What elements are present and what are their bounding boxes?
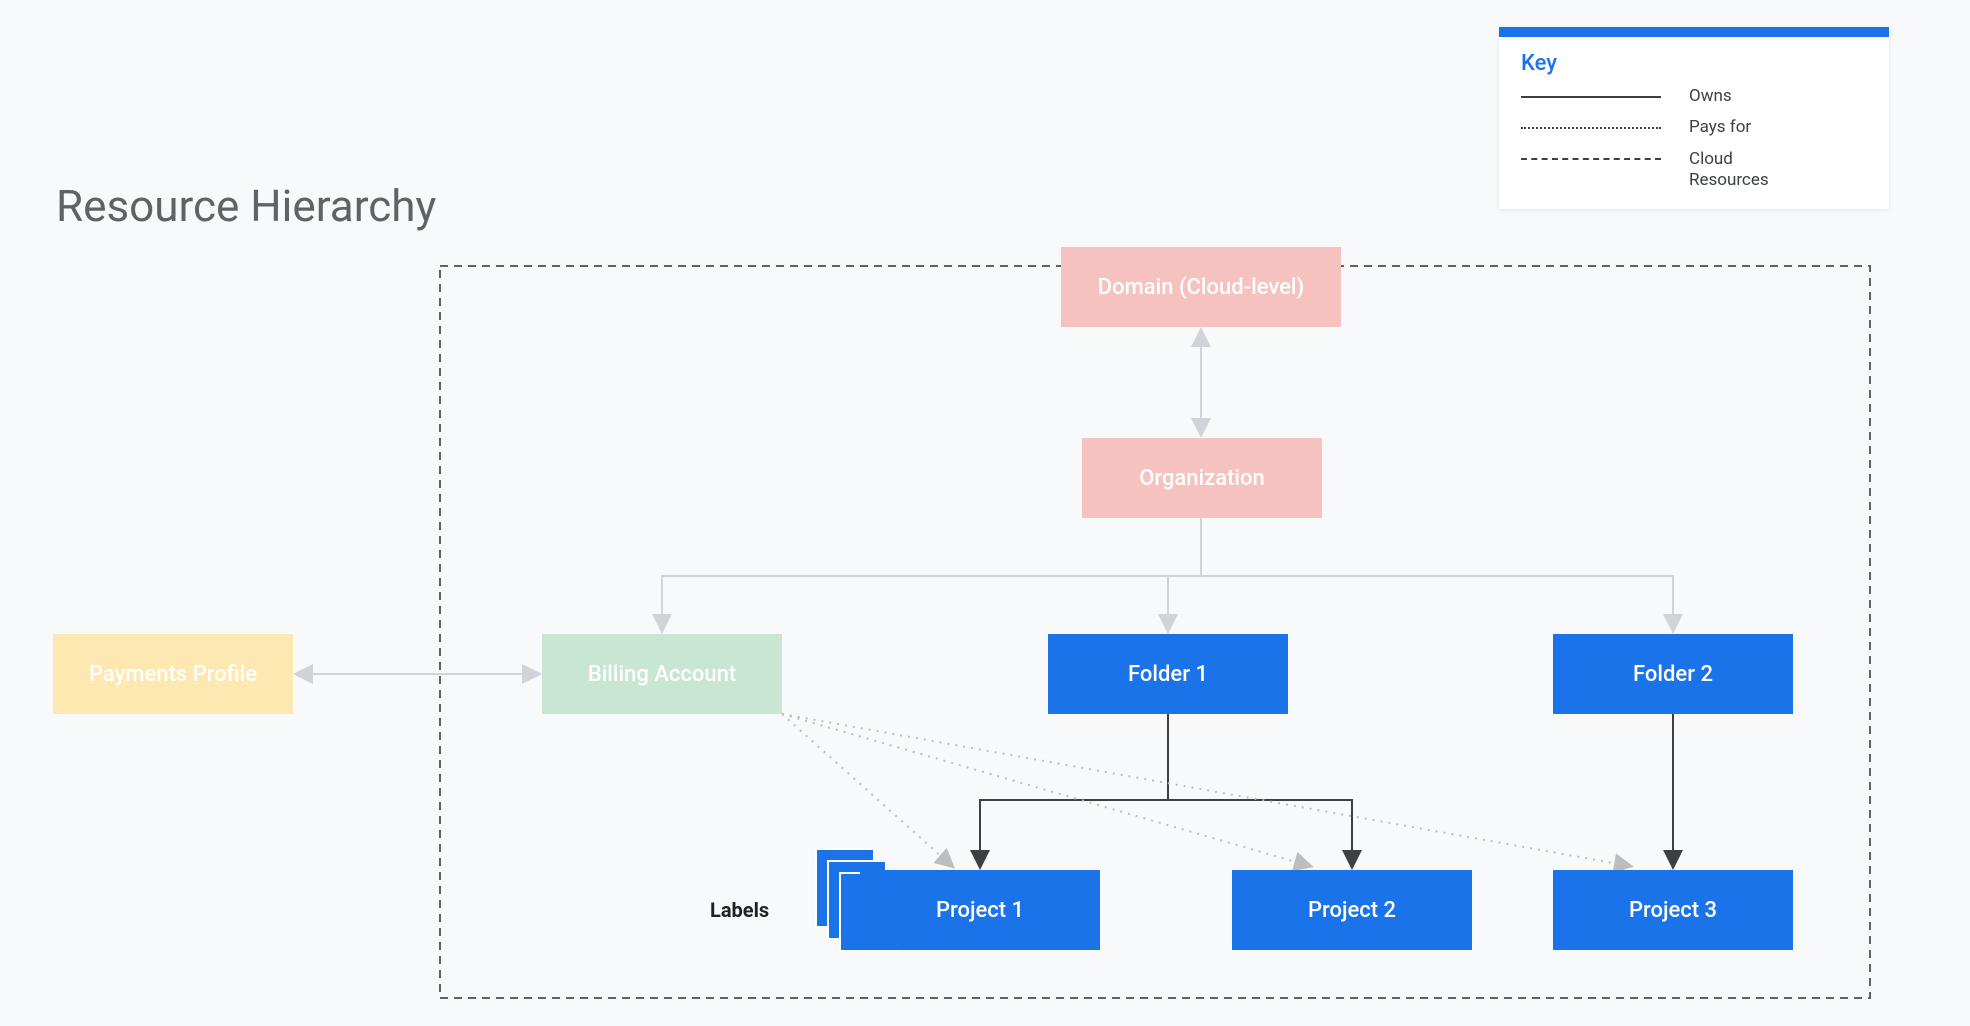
legend-line-dashed — [1521, 158, 1661, 160]
edge-org-folder1 — [1168, 518, 1201, 630]
edge-billing-project1 — [782, 714, 952, 866]
node-folder-2: Folder 2 — [1553, 634, 1793, 714]
node-project-2: Project 2 — [1232, 870, 1472, 950]
node-folder-1: Folder 1 — [1048, 634, 1288, 714]
legend-line-solid — [1521, 96, 1661, 98]
page-title: Resource Hierarchy — [56, 180, 436, 232]
node-domain: Domain (Cloud-level) — [1061, 247, 1341, 327]
legend-row-paysfor: Pays for — [1521, 117, 1867, 138]
node-payments-profile: Payments Profile — [53, 634, 293, 714]
legend-title: Key — [1521, 51, 1867, 76]
edge-org-billing — [662, 518, 1201, 630]
legend-row-cloud: Cloud Resources — [1521, 149, 1867, 192]
legend-line-dotted — [1521, 127, 1661, 129]
edge-org-folder2 — [1201, 518, 1673, 630]
legend-row-owns: Owns — [1521, 86, 1867, 107]
edge-folder1-project1 — [980, 714, 1168, 866]
edge-billing-project3 — [782, 714, 1630, 866]
edge-folder1-project2 — [1168, 714, 1352, 866]
node-project-1: Project 1 — [860, 870, 1100, 950]
labels-annotation: Labels — [710, 898, 769, 922]
legend-accent-bar — [1499, 27, 1889, 37]
node-billing-account: Billing Account — [542, 634, 782, 714]
node-organization: Organization — [1082, 438, 1322, 518]
legend-label-cloud: Cloud Resources — [1689, 149, 1769, 192]
edge-billing-project2 — [782, 714, 1310, 866]
legend-label-owns: Owns — [1689, 86, 1732, 107]
legend-label-paysfor: Pays for — [1689, 117, 1751, 138]
node-project-3: Project 3 — [1553, 870, 1793, 950]
legend-panel: Key Owns Pays for Cloud Resources — [1499, 27, 1889, 209]
